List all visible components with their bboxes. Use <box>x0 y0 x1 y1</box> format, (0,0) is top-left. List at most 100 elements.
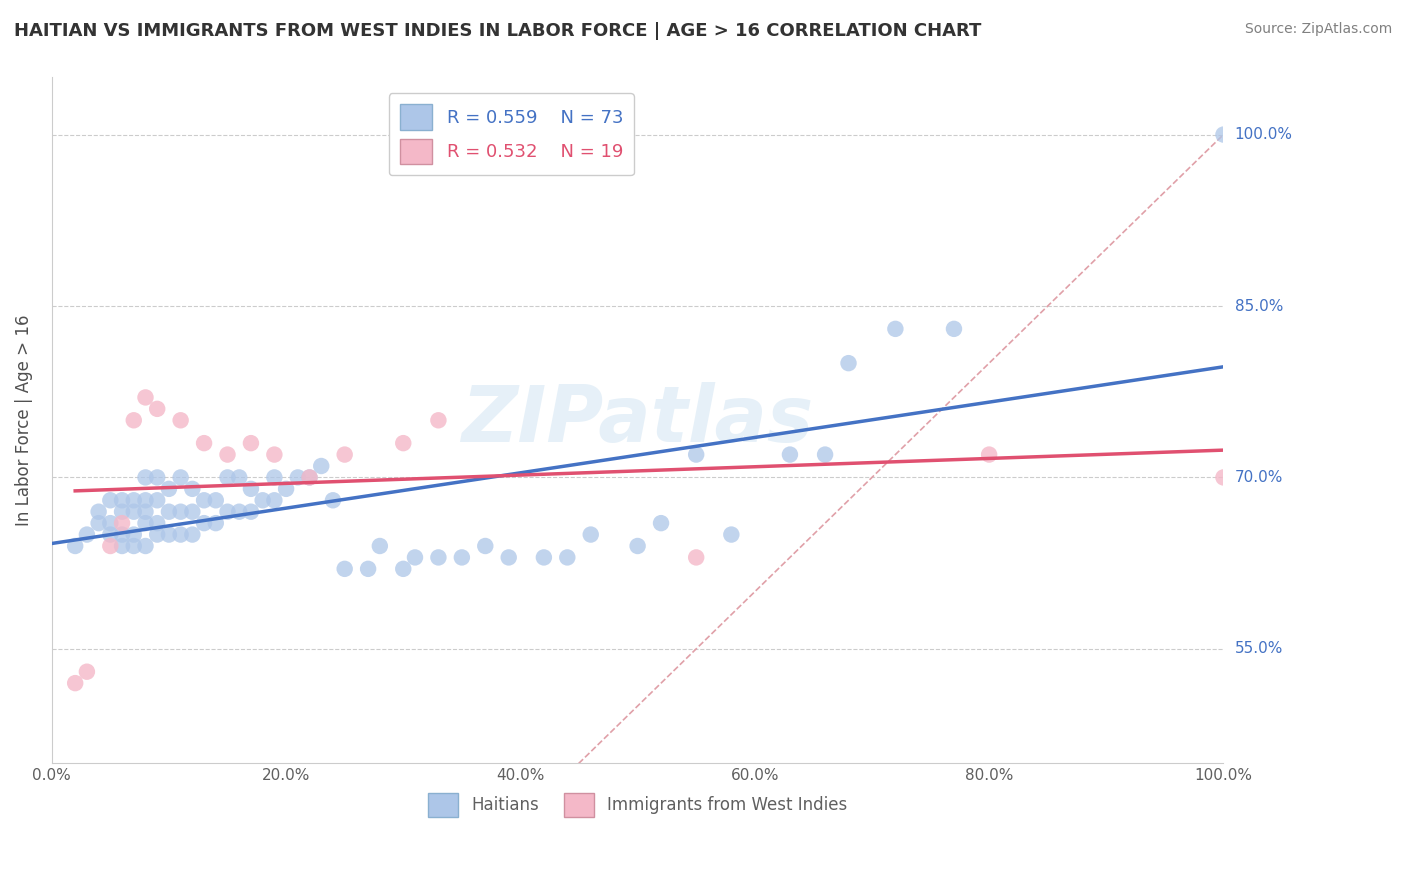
Point <box>122 505 145 519</box>
Point <box>134 505 156 519</box>
Point <box>181 505 204 519</box>
Point <box>650 516 672 530</box>
Point <box>181 527 204 541</box>
Point <box>111 505 134 519</box>
Point <box>685 550 707 565</box>
Point <box>122 539 145 553</box>
Point <box>111 516 134 530</box>
Point <box>392 436 415 450</box>
Point <box>217 505 239 519</box>
Point <box>169 470 191 484</box>
Point <box>474 539 496 553</box>
Point <box>63 539 86 553</box>
Point <box>239 436 262 450</box>
Point <box>1212 470 1234 484</box>
Point <box>498 550 520 565</box>
Point <box>111 539 134 553</box>
Point <box>122 413 145 427</box>
Point <box>555 550 578 565</box>
Point <box>239 482 262 496</box>
Point <box>263 470 285 484</box>
Point <box>837 356 859 370</box>
Point <box>450 550 472 565</box>
Point <box>720 527 742 541</box>
Point <box>111 493 134 508</box>
Point <box>169 505 191 519</box>
Point <box>533 550 555 565</box>
Point <box>333 448 356 462</box>
Point <box>1212 128 1234 142</box>
Text: 55.0%: 55.0% <box>1234 641 1282 657</box>
Point <box>146 401 169 416</box>
Point <box>134 516 156 530</box>
Point <box>157 482 180 496</box>
Point <box>263 448 285 462</box>
Point <box>98 493 121 508</box>
Point <box>309 458 332 473</box>
Y-axis label: In Labor Force | Age > 16: In Labor Force | Age > 16 <box>15 315 32 526</box>
Point <box>204 516 226 530</box>
Point <box>333 562 356 576</box>
Point <box>76 527 98 541</box>
Point <box>98 527 121 541</box>
Point <box>228 470 250 484</box>
Point <box>579 527 602 541</box>
Point <box>87 516 110 530</box>
Point <box>134 391 156 405</box>
Point <box>427 550 450 565</box>
Text: HAITIAN VS IMMIGRANTS FROM WEST INDIES IN LABOR FORCE | AGE > 16 CORRELATION CHA: HAITIAN VS IMMIGRANTS FROM WEST INDIES I… <box>14 22 981 40</box>
Point <box>122 527 145 541</box>
Text: ZIPatlas: ZIPatlas <box>461 383 814 458</box>
Point <box>357 562 380 576</box>
Point <box>322 493 344 508</box>
Point <box>979 448 1001 462</box>
Point <box>146 493 169 508</box>
Point <box>298 470 321 484</box>
Legend: Haitians, Immigrants from West Indies: Haitians, Immigrants from West Indies <box>422 787 853 823</box>
Point <box>298 470 321 484</box>
Point <box>204 493 226 508</box>
Point <box>685 448 707 462</box>
Point <box>169 527 191 541</box>
Point <box>217 448 239 462</box>
Text: Source: ZipAtlas.com: Source: ZipAtlas.com <box>1244 22 1392 37</box>
Point <box>157 527 180 541</box>
Point <box>779 448 801 462</box>
Point <box>392 562 415 576</box>
Point <box>157 505 180 519</box>
Point <box>193 436 215 450</box>
Text: 100.0%: 100.0% <box>1234 127 1292 142</box>
Point <box>239 505 262 519</box>
Point <box>146 470 169 484</box>
Point <box>146 527 169 541</box>
Point <box>626 539 648 553</box>
Point <box>287 470 309 484</box>
Point <box>76 665 98 679</box>
Point <box>134 539 156 553</box>
Point <box>217 470 239 484</box>
Point <box>814 448 837 462</box>
Point <box>134 493 156 508</box>
Point <box>943 322 966 336</box>
Point <box>274 482 297 496</box>
Point <box>87 505 110 519</box>
Point <box>169 413 191 427</box>
Point <box>146 516 169 530</box>
Point <box>98 516 121 530</box>
Point <box>404 550 426 565</box>
Point <box>193 516 215 530</box>
Point <box>427 413 450 427</box>
Text: 70.0%: 70.0% <box>1234 470 1282 485</box>
Text: 85.0%: 85.0% <box>1234 299 1282 313</box>
Point <box>884 322 907 336</box>
Point <box>228 505 250 519</box>
Point <box>181 482 204 496</box>
Point <box>134 470 156 484</box>
Point <box>63 676 86 690</box>
Point <box>122 493 145 508</box>
Point <box>193 493 215 508</box>
Point <box>111 527 134 541</box>
Point <box>368 539 391 553</box>
Point <box>263 493 285 508</box>
Point <box>252 493 274 508</box>
